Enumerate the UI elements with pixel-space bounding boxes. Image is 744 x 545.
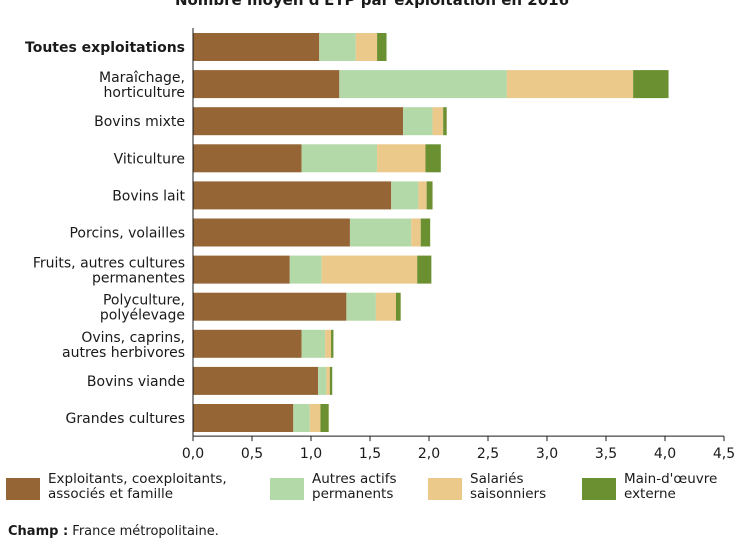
- bar-maraichage-horticulture-exploitants-coexploitants-associes-et-famille: [193, 70, 340, 99]
- bar-bovins-lait-exploitants-coexploitants-associes-et-famille: [193, 181, 392, 210]
- bar-fruits-autres-cultures-permanentes-exploitants-coexploitants-associes-et-famille: [193, 255, 290, 284]
- x-tick-label: 3,5: [595, 446, 617, 462]
- bar-bovins-mixte-autres-actifs-permanents: [403, 107, 433, 136]
- bar-bovins-mixte-main-d-uvre-externe: [443, 107, 447, 136]
- x-tick-label: 4,0: [654, 446, 676, 462]
- bar-viticulture-main-d-uvre-externe: [425, 144, 441, 173]
- legend-item-saisonniers: Salariés saisonniers: [428, 472, 546, 502]
- x-tick-label: 4,5: [713, 446, 735, 462]
- x-tick-label: 1,5: [359, 446, 381, 462]
- footnote-label: Champ :: [8, 524, 69, 539]
- bar-porcins-volailles-main-d-uvre-externe: [420, 218, 431, 247]
- legend-label-main-oeuvre: Main-d'œuvre externe: [624, 471, 718, 502]
- bar-grandes-cultures-autres-actifs-permanents: [293, 404, 310, 432]
- legend-item-main-oeuvre: Main-d'œuvre externe: [582, 472, 717, 502]
- bar-grandes-cultures-salaries-saisonniers: [309, 404, 321, 432]
- x-tick-label: 2,5: [477, 446, 499, 462]
- category-label: Bovins viande: [87, 374, 185, 390]
- bar-porcins-volailles-exploitants-coexploitants-associes-et-famille: [193, 218, 350, 247]
- bar-viticulture-salaries-saisonniers: [377, 144, 426, 173]
- category-label: permanentes: [92, 271, 185, 287]
- bar-polyculture-polyelevage-autres-actifs-permanents: [346, 292, 376, 321]
- x-tick-label: 0,5: [241, 446, 263, 462]
- category-label: Porcins, volailles: [69, 226, 185, 242]
- bar-bovins-lait-main-d-uvre-externe: [426, 181, 433, 210]
- bar-grandes-cultures-exploitants-coexploitants-associes-et-famille: [193, 404, 294, 432]
- bar-viticulture-autres-actifs-permanents: [301, 144, 378, 173]
- bar-bovins-viande-salaries-saisonniers: [326, 366, 330, 395]
- category-label: Grandes cultures: [66, 411, 185, 427]
- bar-toutes-exploitations-salaries-saisonniers: [355, 33, 378, 61]
- category-label: Bovins lait: [112, 188, 185, 204]
- bar-toutes-exploitations-main-d-uvre-externe: [377, 33, 387, 61]
- bar-bovins-lait-autres-actifs-permanents: [391, 181, 419, 210]
- bar-bovins-viande-exploitants-coexploitants-associes-et-famille: [193, 366, 319, 395]
- legend-swatch-main-oeuvre: [582, 478, 616, 500]
- x-tick-label: 0,0: [182, 446, 204, 462]
- category-label: Toutes exploitations: [25, 40, 185, 56]
- legend-label-saisonniers: Salariés saisonniers: [470, 471, 547, 502]
- bar-maraichage-horticulture-main-d-uvre-externe: [633, 70, 669, 99]
- bar-bovins-mixte-exploitants-coexploitants-associes-et-famille: [193, 107, 404, 136]
- bar-porcins-volailles-salaries-saisonniers: [411, 218, 421, 247]
- legend: Exploitants, coexploitants, associés et f…: [0, 472, 744, 518]
- category-label: Ovins, caprins,: [81, 330, 185, 346]
- bar-bovins-mixte-salaries-saisonniers: [432, 107, 444, 136]
- category-label: Fruits, autres cultures: [33, 256, 185, 272]
- bar-toutes-exploitations-autres-actifs-permanents: [319, 33, 356, 61]
- bar-viticulture-exploitants-coexploitants-associes-et-famille: [193, 144, 302, 173]
- bar-fruits-autres-cultures-permanentes-main-d-uvre-externe: [417, 255, 432, 284]
- bar-maraichage-horticulture-salaries-saisonniers: [506, 70, 634, 99]
- legend-item-autres-actifs: Autres actifs permanents: [270, 472, 397, 502]
- legend-swatch-exploitants: [6, 478, 40, 500]
- category-label: autres herbivores: [62, 345, 185, 361]
- legend-label-exploitants: Exploitants, coexploitants, associés et f…: [48, 471, 227, 502]
- bar-grandes-cultures-main-d-uvre-externe: [320, 404, 329, 432]
- bar-polyculture-polyelevage-salaries-saisonniers: [375, 292, 396, 321]
- x-tick-label: 2,0: [418, 446, 440, 462]
- bar-ovins-caprins-autres-herbivores-exploitants-coexploitants-associes-et-famille: [193, 329, 302, 358]
- chart-title: Nombre moyen d'ETP par exploitation en 2…: [174, 0, 570, 9]
- bar-polyculture-polyelevage-exploitants-coexploitants-associes-et-famille: [193, 292, 347, 321]
- bar-polyculture-polyelevage-main-d-uvre-externe: [395, 292, 401, 321]
- bar-bovins-viande-main-d-uvre-externe: [329, 366, 333, 395]
- category-label: Bovins mixte: [94, 114, 185, 130]
- bar-bovins-viande-autres-actifs-permanents: [318, 366, 327, 395]
- category-label: Maraîchage,: [99, 70, 185, 86]
- bar-fruits-autres-cultures-permanentes-salaries-saisonniers: [321, 255, 418, 284]
- stacked-bar-chart: Toutes exploitations Maraîchage,horticult…: [25, 28, 735, 462]
- bar-ovins-caprins-autres-herbivores-salaries-saisonniers: [325, 329, 332, 358]
- x-tick-label: 3,0: [536, 446, 558, 462]
- bar-ovins-caprins-autres-herbivores-autres-actifs-permanents: [301, 329, 326, 358]
- legend-item-exploitants: Exploitants, coexploitants, associés et f…: [6, 472, 227, 502]
- footnote: Champ : France métropolitaine.: [8, 524, 219, 539]
- bar-ovins-caprins-autres-herbivores-main-d-uvre-externe: [331, 329, 334, 358]
- category-label: Polyculture,: [103, 293, 185, 309]
- legend-swatch-autres-actifs: [270, 478, 304, 500]
- category-label: Viticulture: [114, 151, 185, 167]
- bar-maraichage-horticulture-autres-actifs-permanents: [339, 70, 507, 99]
- legend-label-autres-actifs: Autres actifs permanents: [312, 471, 397, 502]
- bar-porcins-volailles-autres-actifs-permanents: [349, 218, 412, 247]
- bar-toutes-exploitations-exploitants-coexploitants-associes-et-famille: [193, 33, 320, 61]
- category-label: horticulture: [104, 85, 185, 101]
- bar-bovins-lait-salaries-saisonniers: [418, 181, 427, 210]
- footnote-text: France métropolitaine.: [68, 524, 219, 539]
- category-label: polyélevage: [100, 308, 185, 324]
- legend-swatch-saisonniers: [428, 478, 462, 500]
- x-tick-label: 1,0: [300, 446, 322, 462]
- bar-fruits-autres-cultures-permanentes-autres-actifs-permanents: [289, 255, 322, 284]
